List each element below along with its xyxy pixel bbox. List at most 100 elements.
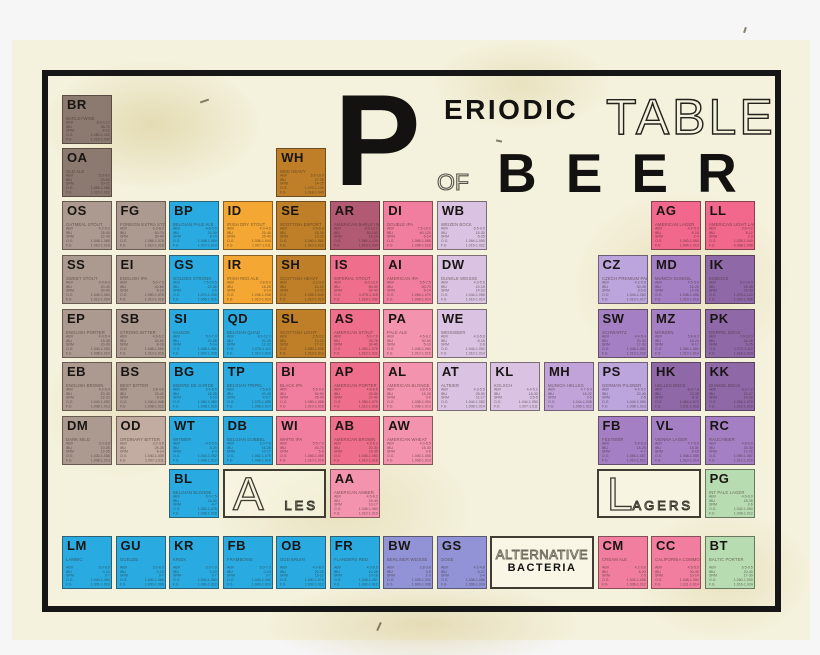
- cell-style-name: AMERICAN PORTER: [333, 383, 377, 388]
- cell-dw-r4: DW DUNKLE WEISSE ABV 4.3-5.6 IBU 10-18 SRM 14-2…: [436, 255, 487, 304]
- alternative-label: ALTERNATIVE: [495, 547, 589, 563]
- cell-symbol: GS: [441, 538, 462, 553]
- cell-symbol: DW: [441, 257, 465, 272]
- cell-oa-r2: OA OLD ALE ABV 5.5-9.0 IBU 30-60 SRM 10-22 O.G 1.…: [62, 148, 112, 197]
- cell-symbol: BP: [174, 203, 194, 218]
- cell-style-name: PALE ALE: [387, 330, 408, 335]
- cell-symbol: AA: [334, 471, 355, 486]
- cell-gu-r9: GU GUEUZE ABV 5.0-8.0 IBU 0-10 SRM 3-7 O.G 1.040-…: [115, 536, 166, 589]
- cell-sl-r5: SL SCOTTISH LIGHT ABV 2.5-3.2 IBU 10-20 SRM 17-…: [276, 309, 327, 358]
- cell-style-name: SWEET STOUT: [66, 276, 98, 281]
- cell-stats: ABV 3.8-4.6 IBU 25-40 SRM 8-16 O.G 1.040-1.048 F…: [119, 386, 164, 408]
- cell-stats: ABV 8.0-12.0 IBU 50-100 SRM 10-19 O.G 1.080-1.1…: [333, 225, 378, 247]
- cell-symbol: AL: [388, 364, 407, 379]
- cell-stats: ABV 4.7-5.4 IBU 16-22 SRM 3-5 O.G 1.044-1.048 F.…: [547, 386, 592, 408]
- cell-stats: ABV 5.8-6.3 IBU 18-24 SRM 8-17 O.G 1.054-1.060 F…: [655, 333, 699, 355]
- cell-style-name: AMERICAN AMBER: [333, 490, 374, 495]
- cell-style-name: OATMEAL STOUT: [66, 222, 103, 227]
- cell-style-name: WEIZEN BOCK: [440, 222, 472, 227]
- cell-gs-r4: GS GOLDEN STRONG ABV 7.5-10.5 IBU 22-35 SRM 3-6…: [169, 255, 220, 304]
- cell-stats: ABV 4.7-5.5 IBU 18-30 SRM 9-15 O.G 1.048-1.055 F…: [655, 440, 699, 462]
- cell-style-name: STRONG BITTER: [119, 330, 156, 335]
- cell-at-r6: AT ALTBIER ABV 4.3-5.5 IBU 25-50 SRM 11-17 O.G 1.…: [436, 362, 487, 411]
- cell-id-r3: ID IRISH DRY STOUT ABV 4.0-4.5 IBU 25-45 SRM 25…: [222, 201, 273, 250]
- cell-symbol: FR: [334, 538, 354, 553]
- cell-style-name: FLANDERS RED: [333, 557, 368, 562]
- cell-stats: ABV 2.5-3.2 IBU 10-20 SRM 17-22 O.G 1.030-1.035…: [280, 333, 324, 355]
- title-beer: BEER: [497, 142, 766, 204]
- cell-gs-r9: GS GOSE ABV 4.2-4.8 IBU 5-12 SRM 3-4 O.G 1.036-1.…: [436, 536, 487, 589]
- cell-symbol: VL: [656, 418, 674, 433]
- cell-we-r5: WE WEISSBIER ABV 4.3-5.6 IBU 8-15 SRM 2-6 O.G 1.0…: [436, 309, 487, 358]
- cell-style-name: IRISH DRY STOUT: [226, 222, 265, 227]
- alternative-bacteria-box: ALTERNATIVE BACTERIA: [490, 536, 594, 589]
- cell-style-name: SCOTTISH EXPORT: [280, 222, 322, 227]
- cell-stats: ABV 5.0-7.0 IBU 20-35 SRM 5-14 O.G 1.048-1.065 F…: [173, 333, 217, 355]
- cell-stats: ABV 4.3-5.6 IBU 8-15 SRM 2-6 O.G 1.044-1.052 F.G…: [440, 333, 485, 355]
- cell-bw-r9: BW BERLINER WEISSE ABV 2.8-3.8 IBU 3-8 SRM 2-3 O…: [383, 536, 434, 589]
- cell-bg-r6: BG BIERRE DE GARDE ABV 6.0-8.5 IBU 18-28 SRM 6-…: [169, 362, 220, 411]
- cell-symbol: IR: [227, 257, 242, 272]
- cell-fr-r9: FR FLANDERS RED ABV 4.6-6.5 IBU 10-25 SRM 10-16…: [329, 536, 380, 589]
- cell-ei-r4: EI ENGLISH IPA ABV 5.0-7.5 IBU 40-60 SRM 6-14 O.…: [115, 255, 166, 304]
- cell-symbol: BI: [281, 364, 296, 379]
- cell-hk-r6: HK HELLES BOCK ABV 6.3-7.4 IBU 23-35 SRM 6-11 O.…: [651, 362, 702, 411]
- cell-symbol: BS: [120, 364, 140, 379]
- cell-stats: ABV 2.8-4.2 IBU 8-12 SRM 2-3 O.G 1.028-1.040 F.G…: [708, 225, 753, 247]
- cell-style-name: BELGIAN PALE ALE: [173, 222, 214, 227]
- cell-style-name: ENGLISH IPA: [119, 276, 148, 281]
- cell-si-r5: SI SAISON ABV 5.0-7.0 IBU 20-35 SRM 5-14 O.G 1.04…: [169, 309, 220, 358]
- cell-symbol: KK: [709, 364, 730, 379]
- cell-style-name: ENGLISH BROWN: [66, 383, 104, 388]
- cell-style-name: INT PALE LAGER: [708, 490, 745, 495]
- cell-bt-r9: BT BALTIC PORTER ABV 6.5-9.5 IBU 20-40 SRM 17-3…: [704, 536, 755, 589]
- cell-style-name: DUNKEL BOCK: [708, 383, 741, 388]
- cell-style-name: MUNICH DUNKEL: [655, 276, 692, 281]
- table-frame: [42, 70, 781, 612]
- cell-symbol: WB: [441, 203, 465, 218]
- cell-symbol: DB: [227, 418, 248, 433]
- cell-style-name: CZECH PREMIUM PALE: [601, 276, 648, 281]
- cell-symbol: AW: [388, 418, 411, 433]
- cell-style-name: AMERICAN STOUT: [333, 330, 374, 335]
- cell-stats: ABV 6.5-9.5 IBU 20-40 SRM 17-30 O.G 1.060-1.090…: [708, 564, 753, 586]
- cell-stats: ABV 5.0-7.0 IBU 35-75 SRM 30-40 O.G 1.050-1.075…: [333, 333, 378, 355]
- cell-style-name: WEISSBIER: [440, 330, 466, 335]
- cell-stats: ABV 6.0-8.5 IBU 18-28 SRM 6-19 O.G 1.060-1.080 F…: [173, 386, 217, 408]
- cell-stats: ABV 4.4-5.4 IBU 20-30 SRM 17-30 O.G 1.046-1.052…: [601, 333, 646, 355]
- cell-stats: ABV 3.3-3.9 IBU 10-20 SRM 13-22 O.G 1.035-1.040…: [280, 279, 324, 301]
- cell-bs-r6: BS BEST BITTER ABV 3.8-4.6 IBU 25-40 SRM 8-16 O.…: [115, 362, 166, 411]
- cell-symbol: GU: [120, 538, 142, 553]
- cell-style-name: LAMBIC: [66, 557, 83, 562]
- cell-stats: ABV 5.5-9.0 IBU 30-60 SRM 10-22 O.G 1.055-1.088…: [66, 172, 110, 194]
- cell-symbol: WT: [174, 418, 196, 433]
- cell-dm-r7: DM DARK MILD ABV 3.0-3.8 IBU 10-25 SRM 12-25 O.G…: [62, 416, 112, 465]
- cell-wb-r3: WB WEIZEN BOCK ABV 6.5-9.0 IBU 15-30 SRM 6-25 O.…: [436, 201, 487, 250]
- cell-style-name: GERMAN PILSNER: [601, 383, 641, 388]
- cell-symbol: ID: [227, 203, 242, 218]
- cell-style-name: ENGLISH PORTER: [66, 330, 105, 335]
- cell-di-r3: DI DOUBLE IPA ABV 7.5-10.0 IBU 60-120 SRM 6-14 O…: [383, 201, 434, 250]
- lagers-label: AGERS: [632, 498, 693, 514]
- cell-style-name: OLD ALE: [66, 169, 85, 174]
- cell-stats: ABV 8.0-12.0 IBU 50-90 SRM 30-40 O.G 1.075-1.11…: [333, 279, 378, 301]
- cell-symbol: CZ: [602, 257, 621, 272]
- cell-stats: ABV 8.0-12.0 IBU 20-35 SRM 12-22 O.G 1.075-1.11…: [226, 333, 271, 355]
- cell-stats: ABV 6.3-7.2 IBU 20-27 SRM 14-22 O.G 1.064-1.072…: [708, 386, 753, 408]
- cell-eb-r6: EB ENGLISH BROWN ABV 4.2-5.4 IBU 20-30 SRM 12-2…: [62, 362, 112, 411]
- cell-fb-r7: FB FESTBIER ABV 5.8-6.3 IBU 18-25 SRM 4-7 O.G 1.0…: [597, 416, 648, 465]
- cell-symbol: IS: [334, 257, 349, 272]
- cell-symbol: LM: [67, 538, 87, 553]
- cell-stats: ABV 5.0-7.0 IBU 0-10 SRM 3-7 O.G 1.040-1.060 F.G…: [173, 564, 217, 586]
- cell-symbol: QD: [227, 311, 249, 326]
- cell-stats: ABV 7.0-10.0 IBU 16-26 SRM 6-25 O.G 1.072-1.112…: [708, 333, 753, 355]
- cell-style-name: GUEUZE: [119, 557, 138, 562]
- cell-stats: ABV 5.5-7.5 IBU 40-70 SRM 6-14 O.G 1.056-1.070 F…: [387, 279, 432, 301]
- cell-symbol: SL: [281, 311, 299, 326]
- cell-is-r4: IS IMPERIAL STOUT ABV 8.0-12.0 IBU 50-90 SRM 30…: [329, 255, 380, 304]
- cell-style-name: IMPERIAL STOUT: [333, 276, 371, 281]
- cell-symbol: PG: [709, 471, 730, 486]
- cell-stats: ABV 4.6-6.2 IBU 30-50 SRM 8-18 O.G 1.048-1.060 F…: [119, 333, 164, 355]
- cell-sb-r5: SB STRONG BITTER ABV 4.6-6.2 IBU 30-50 SRM 8-18…: [115, 309, 166, 358]
